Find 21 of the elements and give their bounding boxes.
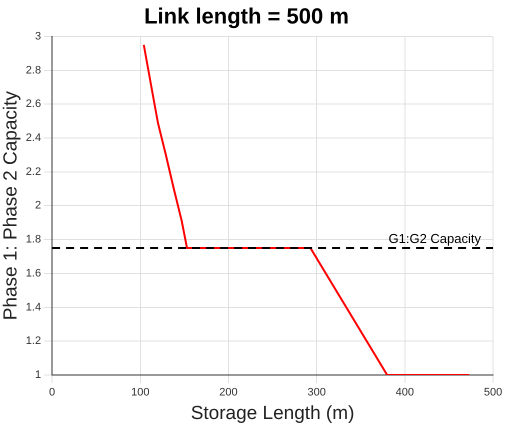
x-axis-title: Storage Length (m) <box>190 402 354 424</box>
x-tick-label: 300 <box>307 386 326 399</box>
x-tick-label: 500 <box>484 386 502 399</box>
ref-line-label: G1:G2 Capacity <box>388 231 482 246</box>
y-axis-title: Phase 1: Phase 2 Capacity <box>0 90 22 320</box>
y-tick-label: 2.2 <box>26 166 42 178</box>
y-tick-label: 2.8 <box>26 64 42 76</box>
chart-title: Link length = 500 m <box>144 3 349 28</box>
x-tick-label: 0 <box>49 386 56 399</box>
y-tick-label: 2.4 <box>26 132 42 144</box>
y-tick-label: 1.6 <box>26 267 42 280</box>
x-tick-label: 400 <box>396 386 414 399</box>
x-tick-label: 100 <box>131 386 150 399</box>
y-tick-label: 2 <box>34 200 42 212</box>
y-tick-label: 1.2 <box>26 335 42 348</box>
x-tick-label: 200 <box>219 386 238 399</box>
y-tick-label: 2.6 <box>26 98 42 110</box>
y-tick-label: 3 <box>34 30 42 42</box>
y-tick-label: 1.8 <box>26 234 42 246</box>
y-tick-label: 1.4 <box>26 301 42 314</box>
y-tick-label: 1 <box>34 369 42 382</box>
